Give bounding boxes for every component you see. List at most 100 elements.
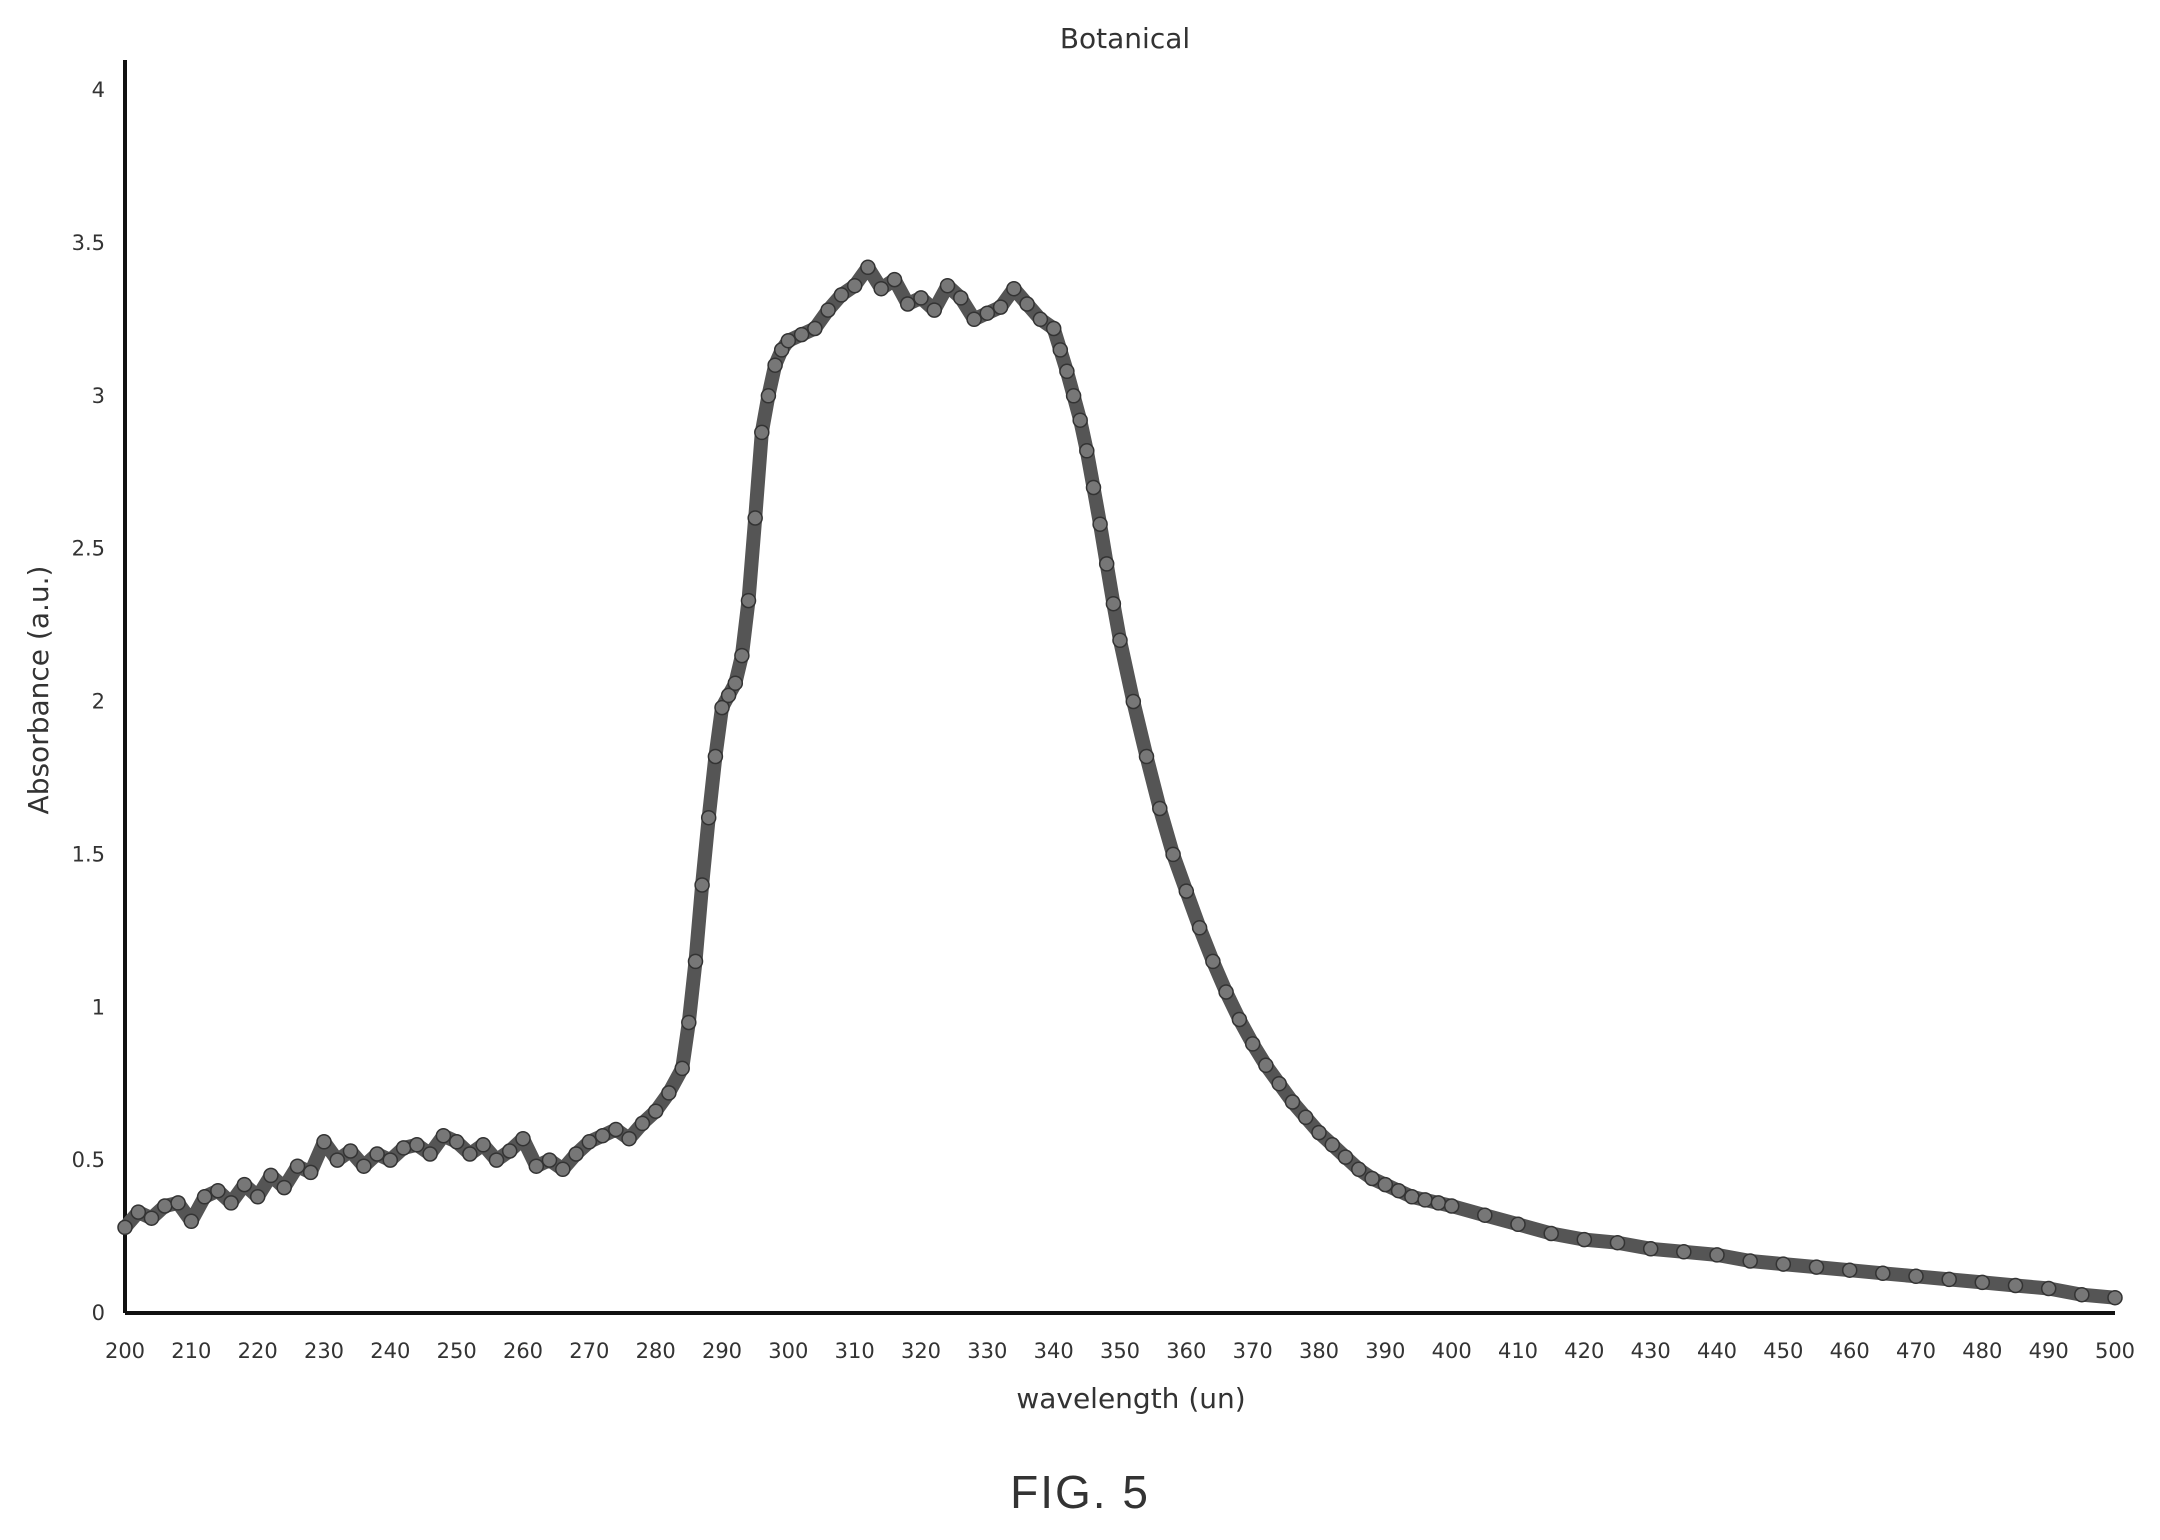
data-point bbox=[926, 302, 943, 318]
data-point bbox=[674, 1060, 690, 1077]
y-axis-title: Absorbance (a.u.) bbox=[22, 566, 55, 815]
data-point bbox=[183, 1213, 200, 1230]
chart-title: Botanical bbox=[1060, 22, 1190, 55]
x-tick-label: 440 bbox=[1697, 1339, 1737, 1363]
data-point bbox=[1324, 1137, 1341, 1153]
data-point bbox=[833, 287, 850, 303]
data-point bbox=[1311, 1124, 1327, 1141]
data-point bbox=[1205, 953, 1221, 970]
data-point bbox=[236, 1176, 253, 1193]
data-point bbox=[820, 302, 836, 318]
data-point bbox=[1676, 1244, 1692, 1260]
data-point bbox=[422, 1146, 438, 1162]
data-point bbox=[913, 290, 929, 306]
data-point bbox=[707, 748, 724, 765]
x-tick-label: 430 bbox=[1631, 1339, 1671, 1363]
data-point bbox=[435, 1127, 452, 1144]
x-tick-label: 260 bbox=[503, 1339, 543, 1363]
data-point bbox=[475, 1137, 491, 1153]
data-point bbox=[249, 1189, 266, 1205]
data-point bbox=[966, 311, 982, 328]
data-point bbox=[1019, 296, 1035, 312]
data-point bbox=[681, 1014, 697, 1031]
data-point bbox=[342, 1143, 359, 1159]
data-point bbox=[382, 1152, 399, 1168]
data-point bbox=[734, 647, 750, 664]
x-tick-labels: 200 210 220 230 240 250 260 270 280 290 300 310 320 3… bbox=[105, 1339, 2135, 1363]
data-point bbox=[1941, 1271, 1957, 1288]
x-tick-label: 240 bbox=[370, 1339, 410, 1363]
data-point bbox=[740, 592, 757, 609]
data-point bbox=[793, 326, 810, 343]
data-point bbox=[1125, 693, 1142, 710]
data-point bbox=[1510, 1216, 1526, 1233]
x-tick-label: 340 bbox=[1034, 1339, 1074, 1363]
data-point bbox=[1165, 846, 1181, 863]
data-point bbox=[760, 388, 777, 404]
figure-caption: FIG. 5 bbox=[1010, 1466, 1150, 1518]
data-point bbox=[1152, 800, 1168, 817]
data-point bbox=[329, 1152, 346, 1168]
data-point bbox=[1430, 1195, 1447, 1211]
x-tick-label: 400 bbox=[1432, 1339, 1472, 1363]
data-point bbox=[263, 1167, 279, 1184]
data-point bbox=[488, 1152, 505, 1168]
data-point bbox=[694, 877, 710, 893]
data-point bbox=[727, 675, 744, 691]
x-tick-label: 370 bbox=[1233, 1339, 1273, 1363]
data-point bbox=[395, 1140, 412, 1156]
data-point bbox=[1908, 1268, 1924, 1285]
data-point bbox=[953, 290, 969, 306]
y-tick-label: 2.5 bbox=[72, 537, 105, 561]
x-tick-label: 320 bbox=[901, 1339, 941, 1363]
y-tick-label: 0 bbox=[92, 1301, 105, 1325]
x-tick-label: 220 bbox=[238, 1339, 278, 1363]
x-tick-label: 490 bbox=[2029, 1339, 2069, 1363]
y-tick-label: 0.5 bbox=[72, 1148, 105, 1172]
x-tick-label: 350 bbox=[1100, 1339, 1140, 1363]
y-tick-label: 4 bbox=[92, 78, 105, 102]
absorbance-series bbox=[117, 259, 2123, 1306]
x-tick-label: 300 bbox=[768, 1339, 808, 1363]
data-point bbox=[992, 299, 1009, 315]
x-tick-label: 330 bbox=[967, 1339, 1007, 1363]
data-point bbox=[1808, 1259, 1825, 1275]
x-tick-label: 210 bbox=[171, 1339, 211, 1363]
y-tick-label: 1 bbox=[92, 995, 105, 1019]
data-point bbox=[1390, 1182, 1407, 1199]
data-point bbox=[1351, 1161, 1367, 1178]
x-tick-label: 380 bbox=[1299, 1339, 1339, 1363]
data-point bbox=[130, 1204, 147, 1220]
data-point bbox=[1364, 1170, 1380, 1187]
data-point bbox=[594, 1127, 611, 1144]
data-point bbox=[621, 1130, 637, 1147]
data-point bbox=[541, 1152, 558, 1168]
data-point bbox=[780, 332, 797, 349]
x-tick-label: 290 bbox=[702, 1339, 742, 1363]
x-tick-label: 450 bbox=[1763, 1339, 1803, 1363]
data-point bbox=[747, 510, 763, 526]
data-point bbox=[979, 305, 996, 321]
data-point bbox=[568, 1146, 584, 1162]
data-point bbox=[714, 699, 730, 716]
data-point bbox=[720, 687, 737, 704]
data-point bbox=[1974, 1274, 1991, 1291]
data-point bbox=[1006, 280, 1022, 297]
data-point bbox=[1098, 556, 1115, 572]
data-point bbox=[1576, 1231, 1593, 1248]
data-point bbox=[1105, 595, 1122, 612]
x-tick-label: 200 bbox=[105, 1339, 145, 1363]
data-point bbox=[316, 1134, 332, 1150]
data-point bbox=[196, 1189, 213, 1205]
data-point bbox=[2074, 1286, 2090, 1303]
data-point bbox=[143, 1210, 160, 1226]
data-point bbox=[634, 1115, 651, 1132]
data-point bbox=[581, 1134, 598, 1150]
data-point bbox=[1052, 342, 1069, 358]
data-point bbox=[1079, 443, 1095, 459]
data-point bbox=[157, 1198, 173, 1214]
data-point bbox=[1092, 516, 1108, 532]
data-point bbox=[1477, 1207, 1493, 1223]
data-point bbox=[1404, 1189, 1420, 1205]
data-point bbox=[700, 809, 717, 826]
